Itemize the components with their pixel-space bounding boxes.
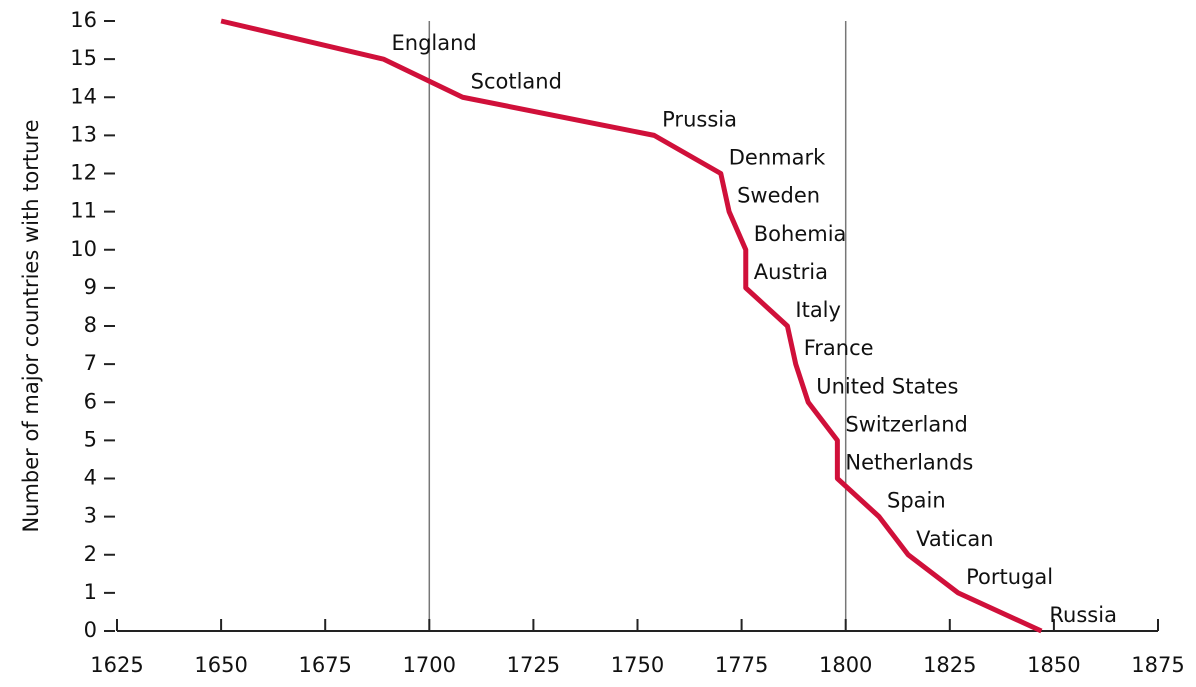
y-tick-label: 8 [84,313,97,337]
y-tick-label: 4 [84,466,97,490]
point-label: Denmark [729,146,826,170]
point-label: Portugal [966,565,1053,589]
point-label: Vatican [916,527,993,551]
point-label: Scotland [471,69,562,93]
x-tick-label: 1750 [611,653,664,677]
y-tick-label: 11 [70,199,97,223]
point-label: Netherlands [845,451,973,475]
y-tick-label: 7 [84,351,97,375]
point-label: England [391,31,476,55]
x-tick-label: 1875 [1131,653,1184,677]
point-label: Russia [1049,603,1117,627]
y-axis-label: Number of major countries with torture [19,119,43,532]
x-tick-label: 1775 [715,653,768,677]
line-series [220,18,1043,634]
x-tick-label: 1700 [403,653,456,677]
point-label: Switzerland [845,412,968,436]
y-tick-label: 9 [84,275,97,299]
x-tick-label: 1825 [923,653,976,677]
x-tick-label: 1675 [298,653,351,677]
point-label: Spain [887,489,946,513]
y-tick-label: 14 [70,84,97,108]
y-tick-label: 12 [70,161,97,185]
x-tick-label: 1650 [194,653,247,677]
point-label: Prussia [662,107,737,131]
y-tick-label: 3 [84,504,97,528]
y-tick-label: 2 [84,542,97,566]
x-tick-label: 1725 [507,653,560,677]
point-label: France [804,336,874,360]
y-tick-label: 13 [70,122,97,146]
y-tick-label: 15 [70,46,97,70]
point-label: Sweden [737,184,820,208]
y-tick-label: 0 [84,618,97,642]
point-label: Austria [754,260,828,284]
point-label: Italy [795,298,841,322]
y-tick-label: 10 [70,237,97,261]
y-tick-label: 1 [84,580,97,604]
x-tick-label: 1800 [819,653,872,677]
point-label: Bohemia [754,222,847,246]
y-tick-label: 6 [84,389,97,413]
x-tick-label: 1625 [90,653,143,677]
y-tick-label: 5 [84,427,97,451]
point-label: United States [816,374,958,398]
x-tick-label: 1850 [1027,653,1080,677]
y-tick-label: 16 [70,8,97,32]
